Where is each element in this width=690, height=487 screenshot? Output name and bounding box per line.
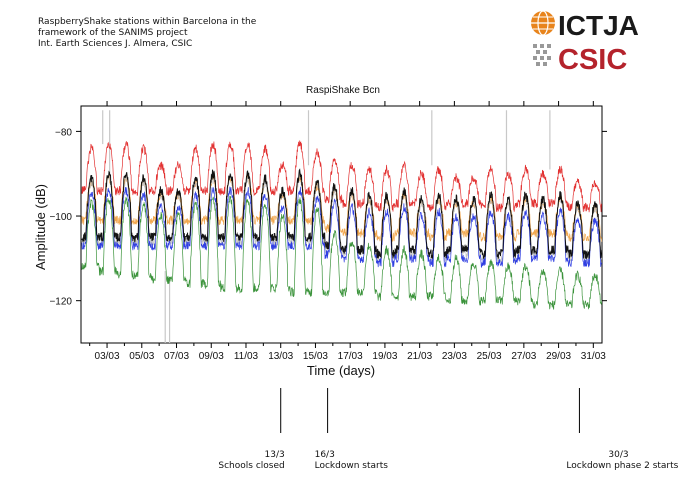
- header-line-2: framework of the SANIMS project: [38, 28, 188, 38]
- series-layer: [81, 140, 603, 310]
- x-tick-label: 17/03: [338, 351, 363, 362]
- x-tick-label: 31/03: [581, 351, 606, 362]
- y-tick-label: −120: [49, 297, 72, 308]
- header-text: RaspberryShake stations within Barcelona…: [38, 17, 256, 50]
- x-axis-label: Time (days): [307, 363, 375, 378]
- header-line-1: RaspberryShake stations within Barcelona…: [38, 17, 257, 27]
- y-tick-label: −80: [55, 127, 72, 138]
- annotation-label: Lockdown phase 2 starts: [566, 461, 679, 471]
- annotation-label: Lockdown starts: [314, 461, 388, 471]
- x-tick-label: 15/03: [303, 351, 328, 362]
- x-tick-label: 11/03: [234, 351, 259, 362]
- annotation: 16/3 Lockdown starts: [315, 450, 388, 472]
- annotation: 13/3 Schools closed: [218, 450, 284, 472]
- ictja-text: ICTJA: [558, 10, 639, 41]
- annotation: 30/3 Lockdown phase 2 starts: [566, 450, 678, 472]
- x-tick-label: 21/03: [407, 351, 432, 362]
- logos: ICTJA CSIC: [531, 10, 639, 72]
- series-line-1: [81, 140, 602, 213]
- x-tick-label: 13/03: [268, 351, 293, 362]
- annotation-label: Schools closed: [218, 461, 285, 471]
- csic-logo: CSIC: [533, 44, 627, 72]
- x-tick-label: 07/03: [164, 351, 189, 362]
- globe-icon: [531, 10, 555, 36]
- series-line-4: [81, 186, 603, 268]
- x-tick-label: 03/03: [95, 351, 120, 362]
- x-tick-label: 29/03: [546, 351, 571, 362]
- x-tick-label: 25/03: [477, 351, 502, 362]
- x-tick-label: 05/03: [129, 351, 154, 362]
- series-line-2: [81, 173, 603, 242]
- csic-text: CSIC: [558, 44, 627, 72]
- annotation-lines: [280, 388, 580, 433]
- y-tick-label: −100: [49, 212, 72, 223]
- plot-frame: [80, 105, 603, 344]
- x-axis: 03/03 05/03 07/03 09/03 11/03 13/03 15/03 17/03…: [89, 101, 606, 362]
- spikes-layer: [102, 110, 551, 343]
- x-tick-label: 19/03: [372, 351, 397, 362]
- y-axis-label: Amplitude (dB): [33, 184, 48, 270]
- annotation-date: 30/3: [608, 450, 629, 460]
- y-axis: −80 −100 −120: [49, 127, 607, 308]
- series-line-6: [81, 195, 603, 310]
- csic-emblem-icon: [533, 44, 551, 66]
- annotation-date: 13/3: [264, 450, 285, 460]
- annotation-date: 16/3: [314, 450, 335, 460]
- series-line-5: [81, 168, 603, 260]
- header-line-3: Int. Earth Sciences J. Almera, CSIC: [38, 39, 193, 49]
- chart-title: RaspiShake Bcn: [306, 85, 380, 96]
- x-tick-label: 27/03: [511, 351, 536, 362]
- x-tick-label: 23/03: [442, 351, 467, 362]
- x-tick-label: 09/03: [199, 351, 224, 362]
- ictja-logo: ICTJA: [531, 10, 639, 41]
